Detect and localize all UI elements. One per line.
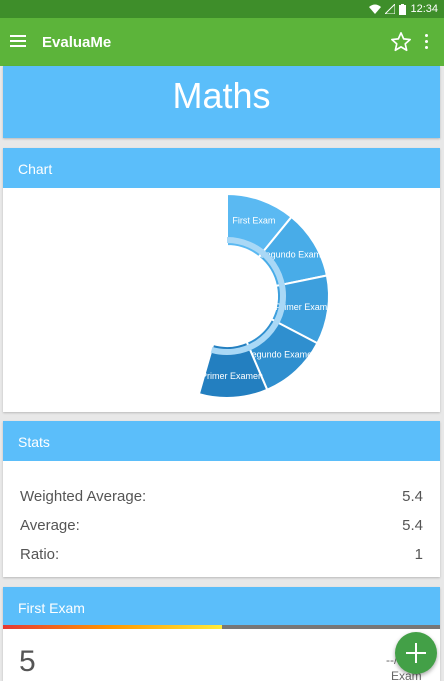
add-icon-vertical: [415, 643, 417, 663]
status-time: 12:34: [410, 3, 438, 15]
star-outline-icon[interactable]: [390, 31, 412, 53]
wifi-icon: [369, 4, 382, 14]
donut-slice-label: Segundo Examen: [246, 350, 318, 360]
stats-card-header: Stats: [3, 421, 440, 461]
exam-card[interactable]: First Exam 5 --/ Exam: [3, 587, 440, 681]
stat-label: Ratio:: [20, 546, 60, 563]
donut-slice-label: Primer Examen: [201, 371, 263, 381]
donut-slice-label: Primer Examen: [275, 302, 337, 312]
stat-label: Weighted Average:: [20, 488, 147, 505]
app-bar: EvaluaMe: [0, 18, 444, 66]
exam-grade: 5: [19, 645, 36, 678]
chart-card: Chart First Exam Segundo Examen Primer Exa…: [3, 148, 440, 412]
chart-card-header: Chart: [3, 148, 440, 188]
donut-slice-label: First Exam: [232, 216, 275, 226]
battery-icon: [399, 3, 407, 15]
status-icons: 12:34: [369, 2, 438, 16]
donut-chart[interactable]: First Exam Segundo Examen Primer Examen Seg…: [3, 188, 440, 412]
grade-progress-bar: [3, 625, 440, 629]
stat-value: 1: [414, 546, 423, 563]
subject-title: Maths: [172, 75, 271, 116]
status-bar: 12:34: [0, 0, 444, 18]
exam-weight: --/: [386, 653, 398, 667]
chart-area: First Exam Segundo Examen Primer Examen Seg…: [3, 188, 440, 412]
add-exam-button[interactable]: [395, 632, 437, 674]
exam-card-header: First Exam: [3, 587, 440, 625]
more-vert-icon[interactable]: [424, 34, 430, 50]
stat-label: Average:: [20, 517, 80, 534]
donut-slice[interactable]: [197, 340, 269, 399]
stat-value: 5.4: [402, 517, 423, 534]
donut-inner-ring: [210, 237, 286, 355]
donut-slice-label: Segundo Examen: [260, 250, 332, 260]
stat-row-average: Average: 5.4: [3, 510, 440, 539]
menu-icon[interactable]: [10, 35, 26, 49]
stat-row-ratio: Ratio: 1: [3, 539, 440, 568]
stats-card: Stats Weighted Average: 5.4 Average: 5.4…: [3, 421, 440, 577]
stat-row-weighted-average: Weighted Average: 5.4: [3, 481, 440, 510]
subject-card: Maths: [3, 66, 440, 138]
signal-icon: [385, 4, 396, 14]
stat-value: 5.4: [402, 488, 423, 505]
app-title: EvaluaMe: [42, 34, 112, 51]
grade-progress-fill: [3, 625, 222, 629]
